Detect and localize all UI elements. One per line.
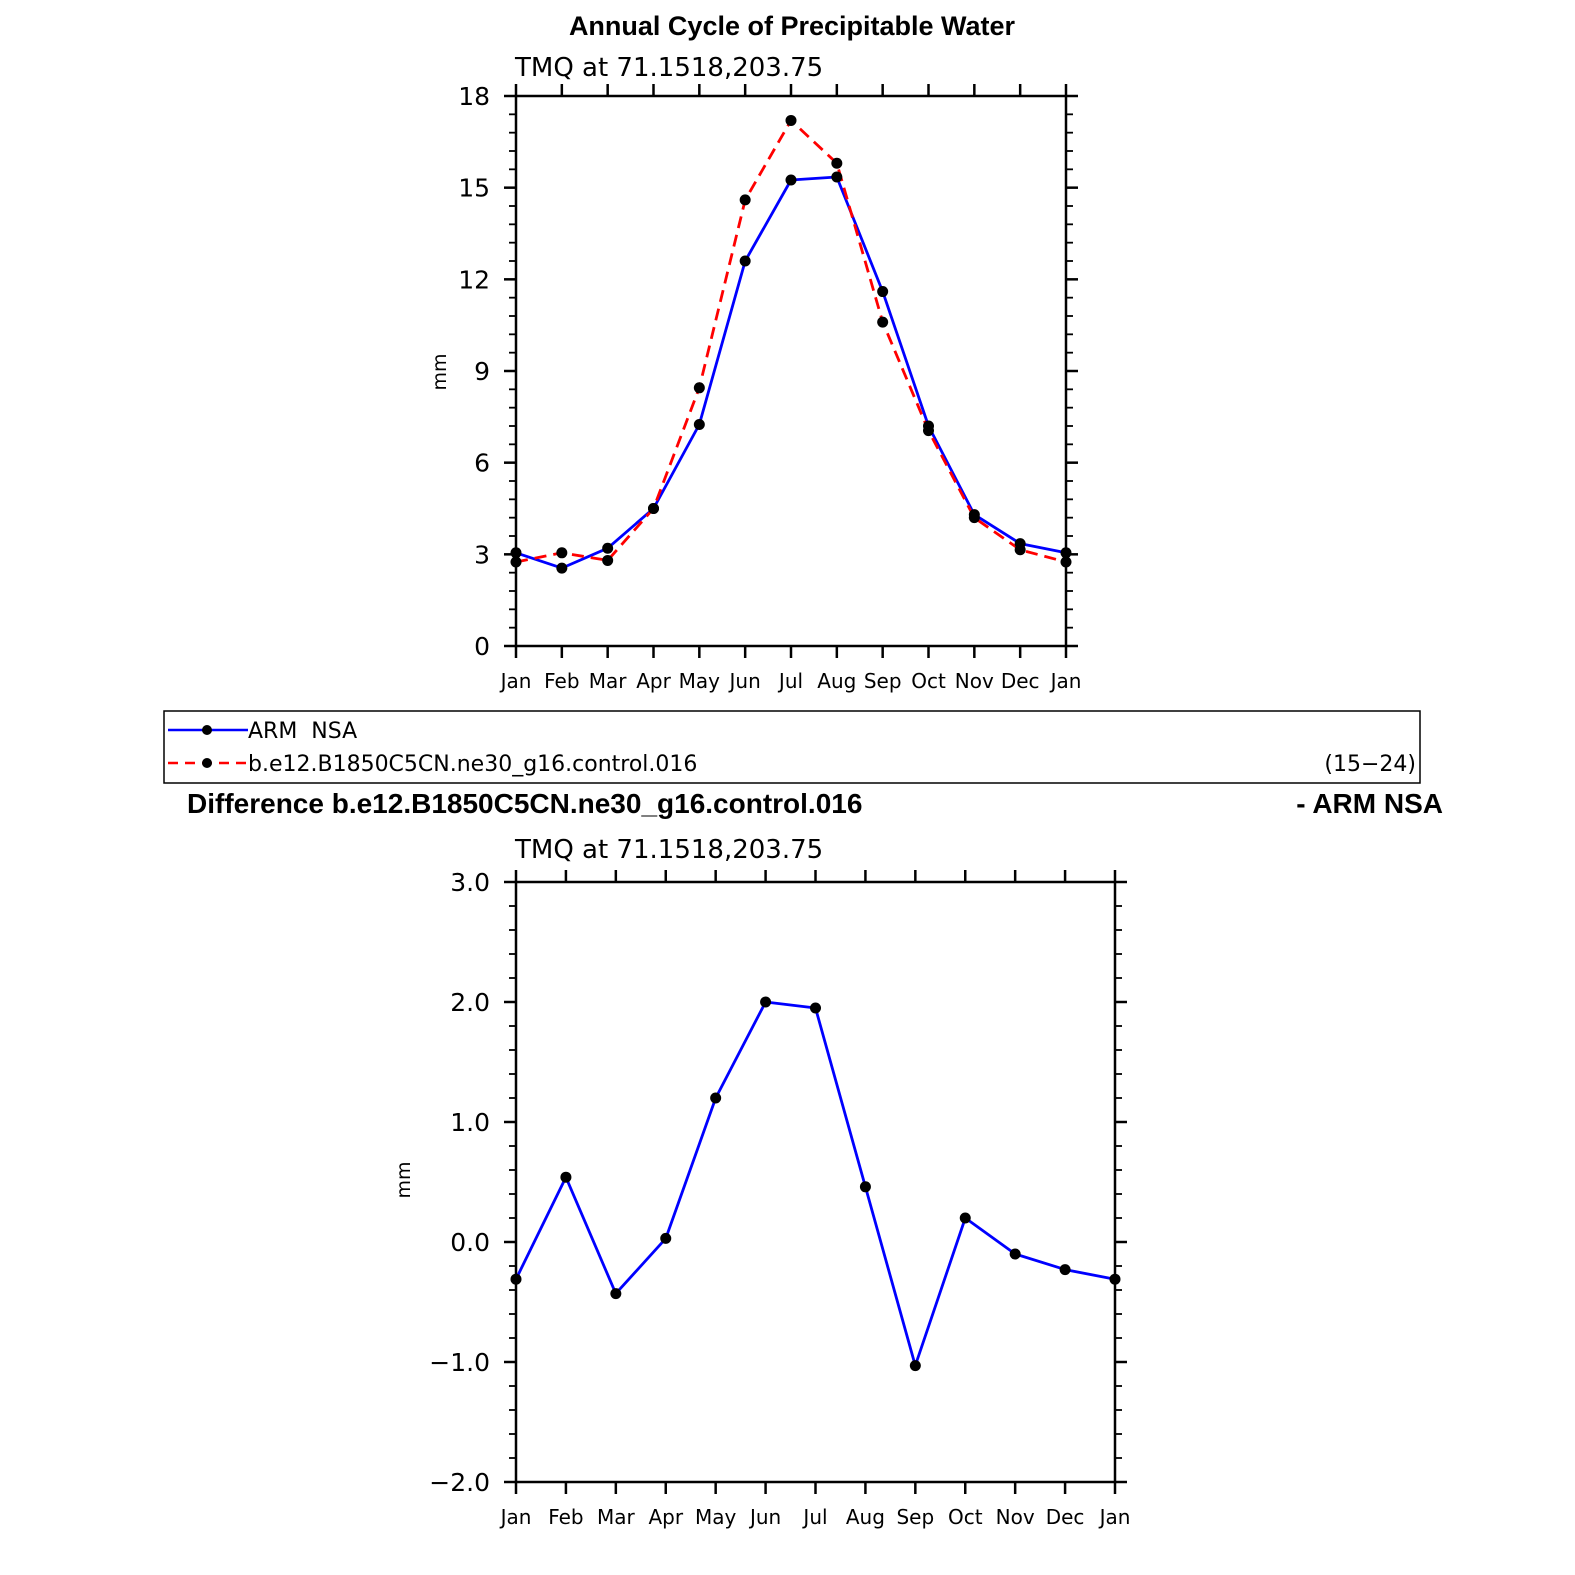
top-chart-series-line-1: [515, 119, 1067, 564]
diff-chart-xtick-label: Mar: [597, 1505, 636, 1529]
diff-chart-series-0-point: [610, 1288, 622, 1300]
top-chart-ytick-label: 3: [474, 540, 490, 569]
top-chart-series-1-point: [510, 556, 522, 568]
top-chart-xtick-label: Feb: [544, 669, 579, 693]
top-chart-series-1-point: [1060, 556, 1072, 568]
diff-chart-series-0-point: [660, 1232, 672, 1244]
legend-obs-label: ARM NSA: [248, 719, 357, 744]
top-chart-xtick-label: Aug: [817, 669, 856, 693]
top-chart-xtick-label: Sep: [864, 669, 902, 693]
top-chart-series-1-point: [648, 503, 659, 514]
top-chart-xtick-label: Jul: [777, 669, 803, 693]
top-chart-series-0-point: [831, 171, 843, 183]
top-chart-series-1-point: [923, 425, 934, 437]
diff-chart-series-0-point: [710, 1092, 722, 1104]
top-chart-xtick-label: Oct: [911, 669, 946, 693]
diff-chart-series-0-point: [560, 1171, 572, 1183]
top-chart-series-1-point: [1014, 544, 1026, 556]
diff-chart-title-left: Difference b.e12.B1850C5CN.ne30_g16.cont…: [187, 788, 862, 819]
diff-chart-ytick-label: 2.0: [450, 988, 490, 1017]
top-chart-series-0-point: [556, 562, 568, 574]
diff-chart-subtitle: TMQ at 71.1518,203.75: [514, 835, 823, 865]
diff-chart-xtick-label: Jul: [801, 1505, 827, 1529]
diff-chart-series-0-point: [1109, 1273, 1121, 1285]
top-chart-xtick-label: Mar: [589, 669, 628, 693]
diff-chart-xtick-label: May: [695, 1505, 737, 1529]
top-chart-title: Annual Cycle of Precipitable Water: [569, 11, 1016, 41]
top-chart-series-line-0: [515, 175, 1067, 570]
diff-chart-series-0-point: [859, 1181, 871, 1193]
top-chart-series-1-point: [968, 512, 980, 524]
top-chart-xtick-label: Jan: [1049, 669, 1082, 693]
diff-chart-series: [510, 996, 1121, 1372]
diff-chart-xtick-label: Dec: [1046, 1505, 1085, 1529]
legend-obs-marker: [202, 725, 212, 735]
top-chart-xtick-label: May: [679, 669, 721, 693]
diff-chart-xtick-label: Feb: [548, 1505, 583, 1529]
diff-chart-ytick-label: −1.0: [429, 1348, 490, 1377]
top-chart-ytick-label: 6: [474, 449, 490, 478]
top-chart-series-0-point: [877, 286, 889, 298]
diff-chart-ytick-label: 0.0: [450, 1228, 490, 1257]
top-chart-ytick-label: 0: [474, 632, 490, 661]
diff-chart-plot-frame: [514, 880, 1117, 1484]
top-chart-xtick-label: Jun: [728, 669, 761, 693]
top-chart-series-1-point: [693, 382, 705, 394]
diff-chart-ytick-label: 1.0: [450, 1108, 490, 1137]
diff-chart-ytick-label: 3.0: [450, 868, 490, 897]
legend: ARM NSA b.e12.B1850C5CN.ne30_g16.control…: [163, 710, 1421, 784]
diff-chart-xtick-label: Apr: [648, 1505, 683, 1529]
top-chart-series-0-point: [1060, 547, 1072, 559]
top-chart-series-0-point: [602, 542, 614, 554]
top-chart-series: [510, 114, 1072, 574]
top-chart-xtick-label: Nov: [955, 669, 994, 693]
diff-chart-ytick-label: −2.0: [429, 1468, 490, 1497]
legend-model-label: b.e12.B1850C5CN.ne30_g16.control.016: [248, 752, 697, 777]
top-chart-xtick-label: Apr: [636, 669, 671, 693]
top-chart-series-0-point: [739, 255, 751, 267]
top-chart-series-1-point: [831, 157, 843, 169]
legend-box: [163, 710, 1421, 784]
top-chart-series-1-point: [785, 114, 797, 126]
diff-chart-xtick-label: Aug: [846, 1505, 885, 1529]
diff-chart-xtick-label: Sep: [896, 1505, 934, 1529]
top-chart-ticks: Jan Feb Mar Apr May Jun Jul Aug Sep Oct Nov Dec Jan 0…: [458, 82, 1081, 693]
diff-chart-series-line-0: [514, 1000, 1116, 1367]
diff-chart-title-right: - ARM NSA: [1296, 788, 1443, 819]
top-chart-ytick-label: 12: [458, 265, 490, 294]
top-chart-subtitle: TMQ at 71.1518,203.75: [514, 53, 823, 83]
top-chart-ytick-label: 18: [458, 82, 490, 111]
diff-chart-series-0-point: [1059, 1264, 1071, 1276]
diff-chart-xtick-label: Jan: [499, 1505, 532, 1529]
top-chart-series-0-point: [785, 174, 797, 186]
diff-chart-series-0-point: [760, 996, 772, 1008]
diff-chart-series-0-point: [959, 1212, 971, 1224]
top-chart-ytick-label: 15: [458, 174, 490, 203]
diff-chart-series-0-point: [1009, 1248, 1021, 1260]
annual-cycle-chart: TMQ at 71.1518,203.75 mm Jan Feb Mar Apr May…: [429, 53, 1081, 693]
top-chart-series-1-point: [739, 194, 751, 206]
top-chart-series-1-point: [556, 547, 568, 559]
legend-model-marker: [202, 758, 212, 768]
diff-chart-series-0-point: [810, 1002, 821, 1014]
top-chart-xtick-label: Jan: [499, 669, 532, 693]
top-chart-ytick-label: 9: [474, 357, 490, 386]
top-chart-series-1-point: [877, 316, 889, 328]
diff-chart-series-0-point: [909, 1360, 921, 1372]
diff-chart-series-0-point: [510, 1273, 522, 1285]
diff-chart-xtick-label: Jun: [748, 1505, 781, 1529]
difference-chart: TMQ at 71.1518,203.75 mm Jan Feb Mar Apr May…: [393, 835, 1130, 1529]
diff-chart-ticks: Jan Feb Mar Apr May Jun Jul Aug Sep Oct Nov Dec Jan−…: [429, 868, 1130, 1529]
diff-chart-xtick-label: Jan: [1098, 1505, 1131, 1529]
top-chart-series-0-point: [693, 418, 705, 430]
diff-chart-ylabel: mm: [393, 1161, 415, 1198]
top-chart-ylabel: mm: [429, 353, 451, 390]
legend-years: (15−24): [1324, 752, 1416, 777]
top-chart-series-1-point: [602, 554, 614, 566]
diff-chart-xtick-label: Oct: [948, 1505, 983, 1529]
top-chart-xtick-label: Dec: [1001, 669, 1040, 693]
top-chart-series-0-point: [510, 547, 522, 559]
diff-chart-xtick-label: Nov: [996, 1505, 1035, 1529]
